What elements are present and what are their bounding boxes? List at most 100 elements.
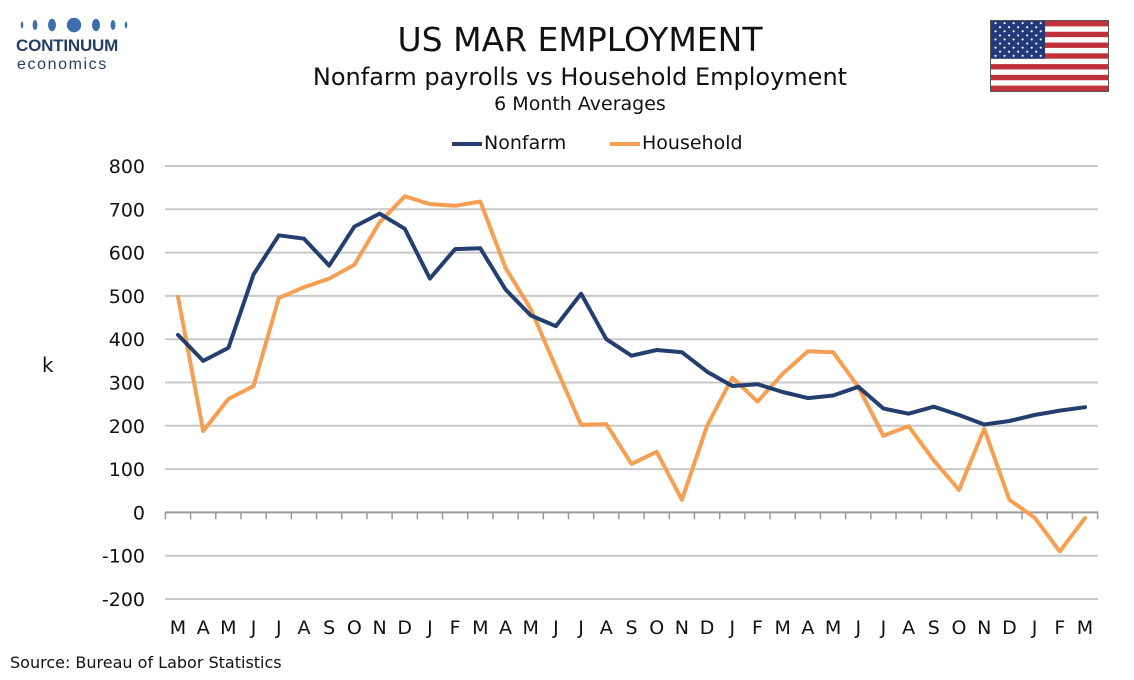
x-tick-label: F [752, 617, 763, 639]
x-tick-label: F [1054, 617, 1065, 639]
y-tick-label: 100 [109, 459, 145, 481]
data-point-household [403, 194, 407, 198]
x-tick-label: N [977, 617, 991, 639]
x-tick-label: A [600, 617, 613, 639]
y-tick-label: 0 [133, 502, 145, 524]
x-tick-label: M [825, 617, 841, 639]
data-point-nonfarm [957, 413, 961, 417]
data-point-household [504, 266, 508, 270]
continuum-logo: CONTINUUM economics [10, 14, 140, 76]
data-point-household [378, 220, 382, 224]
data-point-nonfarm [781, 390, 785, 394]
data-point-nonfarm [226, 346, 230, 350]
y-tick-label: 500 [109, 286, 145, 308]
x-tick-label: M [170, 617, 186, 639]
data-point-household [579, 423, 583, 427]
y-tick-label: 800 [109, 156, 145, 178]
data-point-nonfarm [1007, 419, 1011, 423]
legend-swatch-household [610, 142, 640, 146]
chart-title: US MAR EMPLOYMENT [397, 20, 763, 59]
x-tick-label: S [323, 617, 335, 639]
data-point-nonfarm [831, 393, 835, 397]
data-point-household [201, 429, 205, 433]
logo-dots-icon [20, 17, 128, 33]
gridlines [165, 165, 1098, 600]
data-point-nonfarm [252, 272, 256, 276]
y-tick-label: 300 [109, 373, 145, 395]
x-tick-label: J [854, 617, 861, 639]
legend-item-nonfarm: Nonfarm [452, 132, 592, 156]
data-point-household [881, 434, 885, 438]
x-tick-label: O [347, 617, 362, 639]
logo-text: CONTINUUM [16, 36, 119, 55]
x-tick-label: S [625, 617, 637, 639]
chart-subtitle-2: 6 Month Averages [494, 93, 666, 115]
data-point-nonfarm [428, 277, 432, 281]
data-point-household [226, 397, 230, 401]
x-tick-label: D [1002, 617, 1017, 639]
data-point-nonfarm [302, 237, 306, 241]
data-point-nonfarm [655, 348, 659, 352]
us-flag-icon [990, 20, 1109, 92]
data-point-household [428, 202, 432, 206]
series-line-nonfarm [176, 211, 1087, 427]
x-tick-label: J [577, 617, 584, 639]
series-lines [176, 194, 1087, 554]
data-point-nonfarm [856, 385, 860, 389]
data-point-nonfarm [403, 227, 407, 231]
x-tick-label: A [197, 617, 210, 639]
y-tick-labels: 800 700 600 500 400 300 200 100 0 -100 -200 [102, 156, 145, 611]
data-point-nonfarm [932, 405, 936, 409]
data-point-household [352, 263, 356, 267]
y-tick-label: -100 [102, 546, 145, 568]
data-point-nonfarm [327, 264, 331, 268]
x-tick-label: M [472, 617, 488, 639]
data-point-household [932, 458, 936, 462]
legend-label-household: Household [642, 132, 743, 154]
data-point-household [302, 285, 306, 289]
data-point-household [806, 349, 810, 353]
x-tick-label: J [426, 617, 433, 639]
data-point-nonfarm [705, 370, 709, 374]
y-tick-label: 400 [109, 329, 145, 351]
data-point-household [176, 295, 180, 299]
y-tick-label: 600 [109, 243, 145, 265]
y-tick-label: -200 [102, 589, 145, 611]
data-point-nonfarm [730, 384, 734, 388]
y-tick-label: 700 [109, 199, 145, 221]
data-point-nonfarm [277, 233, 281, 237]
data-point-nonfarm [907, 412, 911, 416]
x-tick-label: A [499, 617, 512, 639]
x-tick-label: O [952, 617, 967, 639]
x-tick-label: N [675, 617, 689, 639]
data-point-household [1007, 498, 1011, 502]
data-point-nonfarm [982, 423, 986, 427]
data-point-household [554, 365, 558, 369]
x-tick-label: M [1077, 617, 1093, 639]
legend-label-nonfarm: Nonfarm [484, 132, 567, 154]
x-tick-label: J [275, 617, 282, 639]
data-point-household [982, 427, 986, 431]
data-point-nonfarm [630, 354, 634, 358]
data-point-household [604, 422, 608, 426]
data-point-household [781, 372, 785, 376]
data-point-household [680, 498, 684, 502]
x-tick-label: D [700, 617, 715, 639]
data-point-household [478, 200, 482, 204]
data-point-nonfarm [378, 212, 382, 216]
x-tick-label: O [649, 617, 664, 639]
data-point-nonfarm [453, 247, 457, 251]
data-point-nonfarm [554, 324, 558, 328]
data-point-nonfarm [1083, 405, 1087, 409]
x-tick-label: J [1031, 617, 1038, 639]
data-point-nonfarm [680, 350, 684, 354]
data-point-household [831, 350, 835, 354]
data-point-nonfarm [478, 246, 482, 250]
x-tick-label: A [801, 617, 814, 639]
chart-subtitle: Nonfarm payrolls vs Household Employment [312, 63, 848, 91]
data-point-household [327, 277, 331, 281]
data-point-household [1033, 516, 1037, 520]
data-point-household [705, 424, 709, 428]
